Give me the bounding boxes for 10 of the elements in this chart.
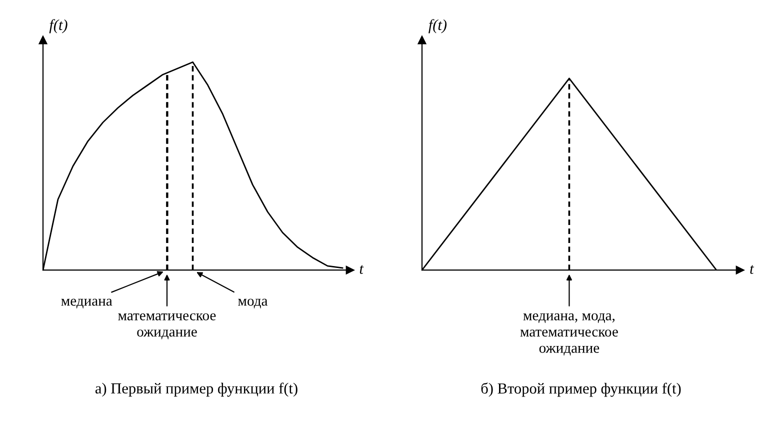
text: медиана, мода, математическое ожидание [520, 313, 618, 356]
text: б) Второй пример функции f(t) [481, 382, 681, 397]
y-axis-title: f(t) [49, 19, 68, 34]
y-axis-title: f(t) [428, 19, 447, 34]
text: математическое ожидание [118, 313, 216, 340]
text: медиана [61, 298, 112, 308]
x-axis-title: t [360, 265, 364, 274]
text: мода [238, 298, 268, 308]
x-axis-title: t [750, 265, 754, 274]
text: а) Первый пример функции f(t) [95, 382, 298, 397]
